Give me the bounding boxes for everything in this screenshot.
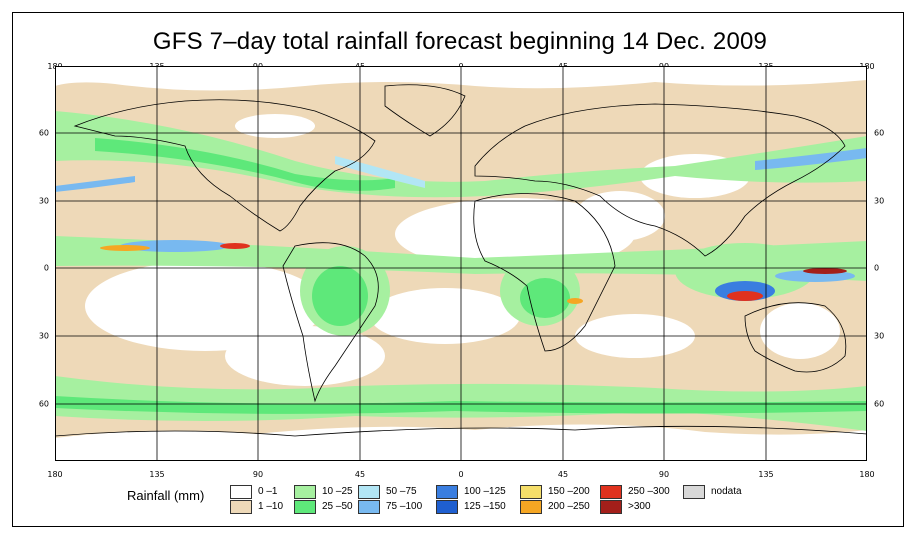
rain-band-north-heavy [95,138,395,191]
extreme-rain [100,243,847,304]
legend-swatch [683,485,705,499]
rain-band-kuroshio [755,148,867,170]
legend-label: 0 –1 [258,486,278,497]
legend-label: 150 –200 [548,486,590,497]
figure-frame [12,12,904,527]
lon-tick-bottom: 45 [557,470,569,479]
lat-tick-right: 60 [874,399,885,409]
legend-swatch [520,500,542,514]
lat-tick-right: 30 [874,331,885,341]
legend-swatch [294,500,316,514]
lon-tick-top: 180 [859,62,875,71]
legend-swatch [600,500,622,514]
legend-label: 100 –125 [464,486,506,497]
lat-tick-left: 60 [38,128,49,138]
dry-north-pacific [235,114,315,138]
rain-band-congo-heavy [520,278,570,318]
legend-swatch [358,500,380,514]
lon-tick-bottom: 90 [252,470,264,479]
legend-swatch [600,485,622,499]
lat-tick-right: 0 [874,263,880,273]
lat-tick-right: 60 [874,128,885,138]
coast-north-america [73,99,376,232]
legend-label: nodata [711,486,742,497]
lon-tick-bottom: 180 [859,470,875,479]
rain-band-maritime-continent [675,243,815,299]
lat-tick-left: 0 [43,263,49,273]
rain-core [100,245,150,251]
legend-label: 25 –50 [322,501,353,512]
lon-tick-bottom: 135 [758,470,774,479]
legend-swatch [230,485,252,499]
legend-swatch [436,485,458,499]
rain-core [803,268,847,274]
graticule [55,66,867,461]
lon-tick-bottom: 45 [354,470,366,479]
dry-east-pacific [85,261,325,351]
rain-band-pacific-track [55,176,135,192]
rainfall-map [55,66,867,461]
legend-label: >300 [628,501,651,512]
lat-tick-left: 30 [38,196,49,206]
coast-south-america [282,242,379,403]
legend-label: 250 –300 [628,486,670,497]
rain-band-pacific-track [335,156,425,188]
legend-label: 50 –75 [386,486,417,497]
dry-south-atlantic [370,288,520,344]
dry-se-pacific [225,326,385,386]
dry-arabia [575,191,665,241]
legend-label: 10 –25 [322,486,353,497]
legend-label: 200 –250 [548,501,590,512]
legend-title: Rainfall (mm) [127,488,205,503]
legend-swatch [230,500,252,514]
lat-tick-right: 30 [874,196,885,206]
coast-greenland [384,84,466,137]
rain-core [567,298,583,304]
lon-tick-bottom: 0 [458,470,464,479]
coast-australia [744,302,847,373]
lat-tick-left: 60 [38,399,49,409]
legend-swatch [520,485,542,499]
legend-swatch [358,485,380,499]
legend-swatch [436,500,458,514]
lon-tick-bottom: 135 [149,470,165,479]
lon-tick-bottom: 180 [47,470,63,479]
rain-core [727,291,763,301]
map-title: GFS 7–day total rainfall forecast beginn… [152,28,768,55]
rain-band-amazon-heavy [312,266,368,326]
legend-swatch [294,485,316,499]
legend-label: 75 –100 [386,501,423,512]
rain-core [220,243,250,249]
map-border [55,66,867,461]
lon-tick-bottom: 90 [658,470,670,479]
legend-label: 1 –10 [258,501,284,512]
coast-europe-asia [474,103,846,257]
legend-label: 125 –150 [464,501,506,512]
lat-tick-left: 30 [38,331,49,341]
dry-australia [760,303,840,359]
